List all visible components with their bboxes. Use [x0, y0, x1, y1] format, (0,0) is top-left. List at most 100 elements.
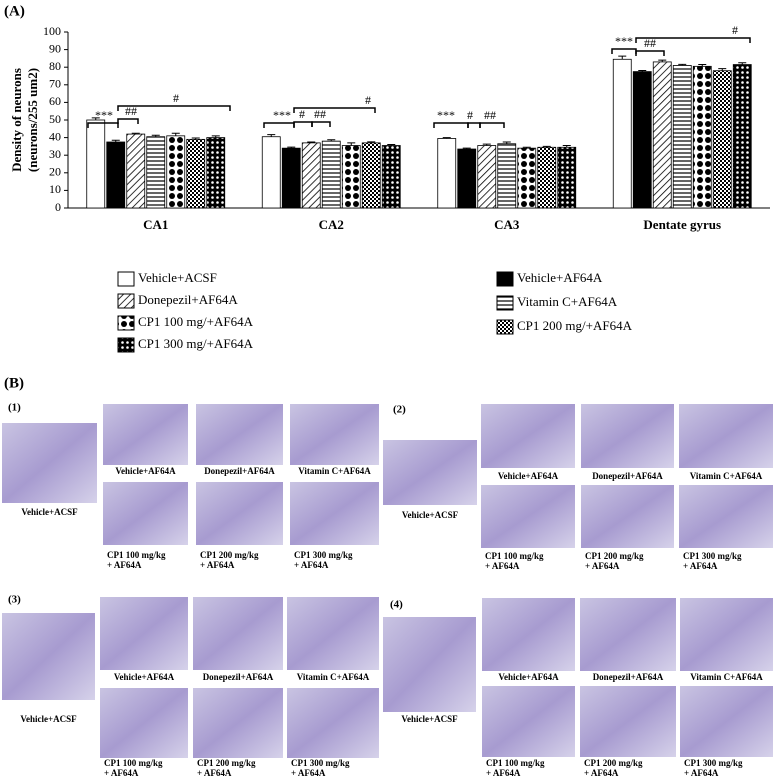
- micrograph-caption: + AF64A: [291, 768, 326, 778]
- micrograph-caption: CP1 300 mg/kg: [684, 758, 743, 768]
- error-bar: [562, 145, 571, 148]
- micrograph-caption: + AF64A: [585, 561, 620, 571]
- panel-label: (A): [4, 3, 25, 19]
- significance-bracket: [117, 118, 139, 124]
- micrograph: [290, 482, 379, 545]
- error-bar: [287, 146, 296, 149]
- micrograph-caption: Donepezil+AF64A: [592, 471, 663, 481]
- x-tick-label: CA1: [143, 217, 168, 232]
- significance-bracket: [635, 50, 665, 56]
- micrograph-caption: CP1 200 mg/kg: [584, 758, 643, 768]
- error-bar: [131, 132, 140, 135]
- x-tick-label: CA3: [494, 217, 520, 232]
- micrograph-caption: CP1 200 mg/kg: [585, 551, 644, 561]
- significance-bracket: [293, 121, 313, 127]
- y-tick-label: 40: [49, 129, 61, 143]
- error-bar: [462, 147, 471, 150]
- micrograph-caption: Donepezil+AF64A: [203, 672, 274, 682]
- micrograph: [383, 617, 476, 712]
- bar: [537, 146, 557, 209]
- significance-bracket: [117, 105, 231, 111]
- micrograph-caption: + AF64A: [200, 560, 235, 570]
- bar: [692, 65, 712, 209]
- micrograph-caption: + AF64A: [294, 560, 329, 570]
- error-bar: [171, 132, 180, 136]
- error-bar: [618, 55, 627, 60]
- error-bar: [658, 59, 667, 62]
- significance-label: #: [173, 91, 179, 105]
- micrograph-caption: + AF64A: [197, 768, 232, 778]
- micrograph-caption: + AF64A: [684, 768, 719, 778]
- micrograph: [680, 598, 773, 671]
- y-tick-label: 10: [49, 182, 61, 196]
- bar: [166, 135, 186, 209]
- micrograph-caption: CP1 200 mg/kg: [200, 550, 259, 560]
- micrograph-caption: Vehicle+ACSF: [401, 714, 458, 724]
- y-axis-label: (neurons/255 um2): [25, 68, 40, 172]
- significance-bracket: [479, 122, 505, 128]
- micrograph-caption: Vehicle+AF64A: [114, 672, 175, 682]
- bar: [732, 64, 752, 209]
- bar: [86, 119, 106, 209]
- bar: [497, 143, 517, 209]
- error-bar: [638, 70, 647, 72]
- legend-label: Vitamin C+AF64A: [517, 294, 618, 309]
- legend-swatch: [496, 271, 514, 287]
- micrograph-caption: CP1 300 mg/kg: [291, 758, 350, 768]
- micrograph-panels: (1) Vehicle+ACSF Vehicle+AF64A Donepezil+AF…: [2, 402, 773, 778]
- micrograph: [196, 482, 283, 545]
- legend-swatch: [117, 337, 135, 353]
- micrograph: [679, 485, 773, 548]
- error-bar: [442, 137, 451, 139]
- micrograph-caption: + AF64A: [683, 561, 718, 571]
- micrograph-caption: CP1 100 mg/kg: [104, 758, 163, 768]
- significance-label: #: [365, 93, 371, 107]
- bar: [612, 58, 632, 209]
- bar: [186, 138, 206, 209]
- micrograph: [481, 404, 575, 468]
- y-tick-label: 20: [49, 165, 61, 179]
- bar: [261, 136, 281, 209]
- legend-label: CP1 200 mg/+AF64A: [517, 318, 633, 333]
- micrograph-caption: Vitamin C+AF64A: [298, 466, 371, 476]
- micrograph-caption: Vitamin C+AF64A: [297, 672, 370, 682]
- error-bar: [347, 142, 356, 146]
- micrograph: [100, 597, 188, 670]
- significance-label: ***: [95, 108, 113, 122]
- bar: [361, 142, 381, 209]
- y-tick-label: 90: [49, 41, 61, 55]
- error-bar: [718, 68, 727, 71]
- error-bar: [678, 63, 687, 66]
- significance-label: ##: [314, 107, 326, 121]
- bar: [557, 146, 577, 209]
- significance-label: ##: [484, 108, 496, 122]
- micrograph: [193, 597, 283, 670]
- micrograph: [482, 686, 575, 757]
- significance-label: ***: [437, 108, 455, 122]
- micrograph-caption: CP1 300 mg/kg: [683, 551, 742, 561]
- bar: [712, 70, 732, 209]
- bar: [632, 71, 652, 209]
- bar: [517, 147, 537, 209]
- significance-label: #: [299, 107, 305, 121]
- legend-swatch: [496, 319, 514, 335]
- y-tick-label: 100: [43, 24, 61, 38]
- micrograph-caption: + AF64A: [584, 768, 619, 778]
- significance-bracket: [87, 122, 119, 128]
- error-bar: [267, 134, 276, 137]
- subpanel-label: (1): [8, 402, 21, 414]
- significance-bracket: [293, 107, 376, 113]
- bar: [477, 145, 497, 209]
- micrograph: [2, 613, 95, 700]
- bar: [457, 148, 477, 209]
- legend-label: Donepezil+AF64A: [138, 292, 238, 307]
- micrograph-caption: CP1 300 mg/kg: [294, 550, 353, 560]
- y-tick-label: 0: [55, 200, 61, 214]
- bar: [206, 137, 226, 209]
- micrograph: [103, 482, 188, 545]
- x-tick-label: CA2: [319, 217, 344, 232]
- legend-label: Vehicle+ACSF: [138, 270, 217, 285]
- legend-swatch: [117, 315, 135, 331]
- micrograph-caption: Donepezil+AF64A: [204, 466, 275, 476]
